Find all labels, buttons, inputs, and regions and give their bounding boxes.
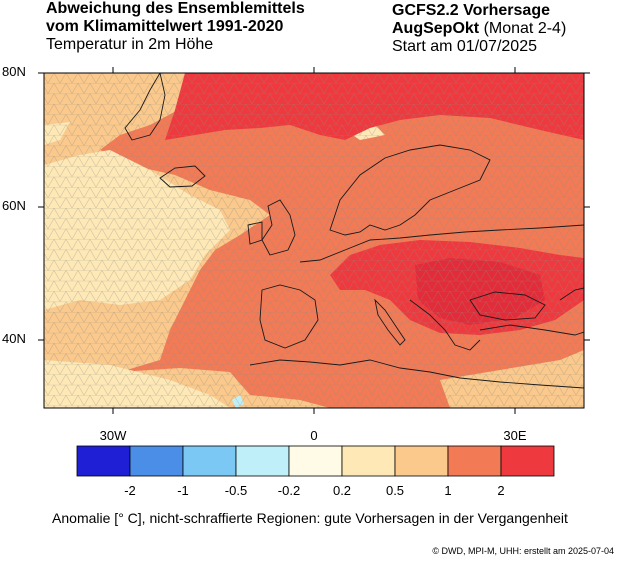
- coast-europe: [299, 224, 584, 263]
- lon-label-30w: 30W: [99, 428, 127, 443]
- season-note: (Monat 2-4): [483, 20, 567, 37]
- lat-label-40n: 40N: [2, 331, 26, 346]
- colorbar-label: -0.2: [277, 483, 301, 498]
- lat-label-60n: 60N: [2, 198, 26, 213]
- model-name: GCFS2.2 Vorhersage: [392, 2, 550, 19]
- title-line-2: vom Klimamittelwert 1991-2020: [46, 18, 284, 35]
- lat-label-80n: 80N: [2, 64, 26, 79]
- coast-caspian: [559, 287, 584, 301]
- coast-greenland: [124, 73, 166, 141]
- caption: Anomalie [° C], nicht-schraffierte Regio…: [52, 510, 568, 526]
- coast-balkans: [409, 299, 481, 351]
- coast-blacksea: [469, 291, 546, 321]
- coastlines: [124, 73, 584, 389]
- forecast-info: GCFS2.2 Vorhersage AugSepOkt (Monat 2-4)…: [392, 2, 566, 56]
- coast-italy: [374, 298, 406, 346]
- colorbar: [76, 445, 555, 477]
- coast-africa: [249, 359, 584, 389]
- colorbar-swatch: [341, 445, 396, 477]
- coast-britain: [261, 199, 296, 256]
- colorbar-label: -1: [177, 483, 189, 498]
- coast-iberia: [259, 284, 319, 349]
- colorbar-label: 1: [444, 483, 452, 498]
- season-line: AugSepOkt (Monat 2-4): [392, 20, 566, 38]
- colorbar-label: 0.2: [332, 483, 352, 498]
- lon-label-0: 0: [310, 428, 318, 443]
- colorbar-swatch: [500, 445, 555, 477]
- colorbar-label: 2: [497, 483, 505, 498]
- colorbar-swatch: [182, 445, 237, 477]
- coast-turkey: [479, 324, 584, 336]
- colorbar-swatch: [235, 445, 290, 477]
- map-field: [44, 73, 584, 408]
- colorbar-swatch: [288, 445, 343, 477]
- coast-ireland: [247, 221, 263, 245]
- colorbar-swatch: [394, 445, 449, 477]
- title-line-3: Temperatur in 2m Höhe: [46, 36, 214, 53]
- lon-label-30e: 30E: [503, 428, 527, 443]
- tick-marks: [38, 67, 590, 414]
- season-name: AugSepOkt: [392, 20, 480, 37]
- colorbar-label: -0.5: [224, 483, 248, 498]
- colorbar-swatch: [76, 445, 131, 477]
- colorbar-label: 0.5: [385, 483, 405, 498]
- coast-iceland: [159, 165, 206, 188]
- map-title: Abweichung des Ensemblemittels vom Klima…: [46, 0, 305, 54]
- colorbar-swatch: [129, 445, 184, 477]
- hatching-overlay: [44, 73, 584, 408]
- coast-scandinavia: [329, 144, 491, 236]
- colorbar-label: -2: [124, 483, 136, 498]
- start-date: Start am 01/07/2025: [392, 38, 537, 55]
- credit: © DWD, MPI-M, UHH: erstellt am 2025-07-0…: [432, 546, 614, 556]
- colorbar-swatch: [447, 445, 502, 477]
- title-line-1: Abweichung des Ensemblemittels: [46, 0, 305, 17]
